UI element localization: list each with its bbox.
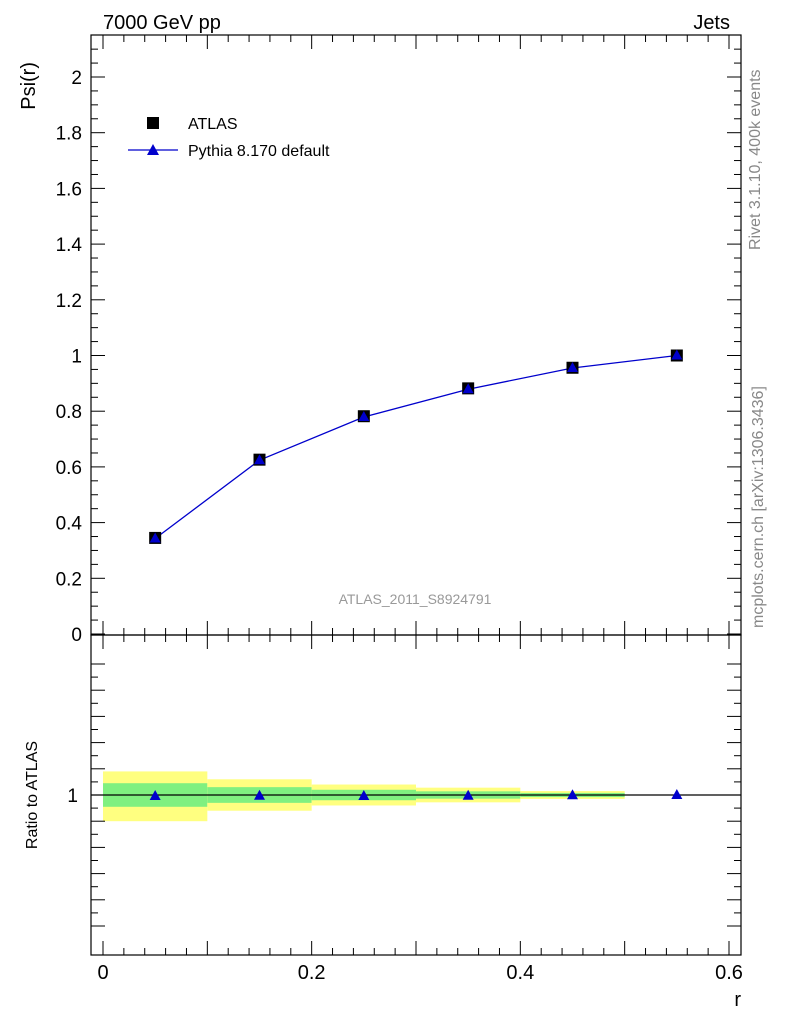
x-tick-label: 0.4 <box>506 962 534 984</box>
ratio-axis-ticks <box>91 635 741 955</box>
pythia-series-line <box>154 354 677 540</box>
pythia-data-point <box>358 411 370 422</box>
header-right-label: Jets <box>693 12 730 34</box>
ratio-data-point <box>254 789 265 800</box>
legend-atlas-marker <box>147 117 159 129</box>
main-y-tick-label: 1 <box>71 347 82 368</box>
pythia-data-point <box>567 362 578 373</box>
ratio-data-point <box>358 790 370 801</box>
analysis-label: ATLAS_2011_S8924791 <box>339 591 492 607</box>
x-tick-label: 0.2 <box>298 962 326 984</box>
legend: ATLAS Pythia 8.170 default <box>128 116 330 160</box>
main-y-tick-label: 2 <box>71 68 82 89</box>
main-y-tick-labels: 0 0.2 0.4 0.6 0.8 1 1.2 1.4 1.6 1.8 2 <box>56 68 83 646</box>
ratio-panel: 1 0 0.2 0.4 0.6 Ratio to ATLAS r <box>24 634 743 1011</box>
main-y-tick-label: 0.2 <box>56 569 82 590</box>
ratio-data-point <box>671 789 683 799</box>
ratio-data-point <box>149 790 161 801</box>
ratio-data-point <box>567 789 578 800</box>
x-tick-label: 0 <box>97 962 108 984</box>
main-y-axis-label: Psi(r) <box>18 62 40 110</box>
ratio-y-tick-label: 1 <box>67 786 78 807</box>
main-y-tick-label: 0.8 <box>56 402 82 423</box>
pythia-data-point <box>462 383 474 394</box>
main-y-tick-label: 1.2 <box>56 291 82 312</box>
mcplots-reference-label: mcplots.cern.ch [arXiv:1306.3436] <box>750 386 767 628</box>
ratio-data-point <box>462 789 474 800</box>
ratio-y-axis-label: Ratio to ATLAS <box>24 741 41 849</box>
main-y-tick-label: 0 <box>71 625 82 646</box>
main-panel: 0 0.2 0.4 0.6 0.8 1 1.2 1.4 1.6 1.8 2 Psi(r) ATLAS… <box>18 34 742 646</box>
legend-pythia-marker <box>147 144 159 155</box>
pythia-data-point <box>254 454 265 465</box>
header-left-label: 7000 GeV pp <box>103 12 221 34</box>
rivet-version-label: Rivet 3.1.10, 400k events <box>747 69 764 250</box>
main-y-tick-label: 1.6 <box>56 179 82 200</box>
legend-pythia-label: Pythia 8.170 default <box>188 143 330 160</box>
ratio-y-tick-labels: 1 <box>67 786 78 807</box>
x-tick-label: 0.6 <box>715 962 743 984</box>
main-y-tick-label: 0.4 <box>56 514 83 535</box>
pythia-data-point <box>149 532 161 543</box>
main-y-tick-label: 0.6 <box>56 458 82 479</box>
legend-atlas-label: ATLAS <box>188 116 238 133</box>
pythia-data-point <box>671 349 683 360</box>
main-data-points <box>149 349 683 544</box>
main-y-tick-label: 1.8 <box>56 124 82 145</box>
main-axis-ticks <box>91 35 741 635</box>
x-tick-labels: 0 0.2 0.4 0.6 <box>97 962 742 984</box>
main-y-tick-label: 1.4 <box>56 235 83 256</box>
ratio-data-points <box>149 789 683 801</box>
x-axis-label: r <box>734 989 741 1011</box>
